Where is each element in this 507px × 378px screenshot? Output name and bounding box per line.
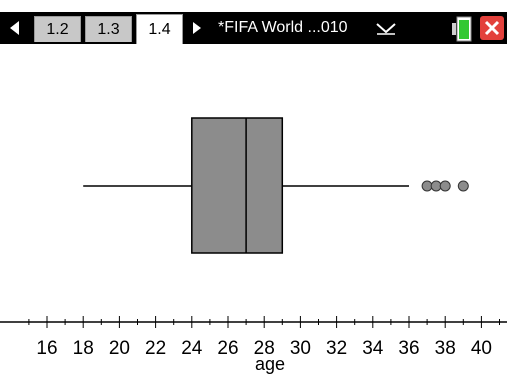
x-tick-label: 24	[181, 338, 203, 359]
x-tick-label: 40	[471, 338, 492, 359]
outlier-point	[421, 180, 433, 192]
left-arrow-icon[interactable]	[10, 21, 19, 35]
outlier-point	[457, 180, 469, 192]
close-button[interactable]	[480, 16, 504, 40]
outlier-point	[430, 180, 442, 192]
x-tick-label: 28	[254, 338, 275, 359]
x-tick-label: 18	[73, 338, 94, 359]
right-arrow-icon[interactable]	[193, 22, 201, 34]
x-tick-label: 36	[398, 338, 419, 359]
x-tick-label: 26	[217, 338, 238, 359]
interquartile-box	[191, 117, 284, 254]
box-plot-chart: 16 18 20 22 24 26 28 30 32 34 36 38 40 age	[0, 117, 507, 374]
x-tick-label: 38	[435, 338, 456, 359]
close-icon	[484, 20, 500, 36]
battery-icon	[452, 16, 472, 42]
x-tick-label: 22	[145, 338, 166, 359]
x-tick-label: 34	[362, 338, 384, 359]
x-tick-label: 30	[290, 338, 311, 359]
x-axis-label: age	[255, 354, 285, 374]
tab-1-2[interactable]: 1.2	[34, 16, 81, 42]
outlier-point	[439, 180, 451, 192]
x-tick-label: 20	[109, 338, 130, 359]
x-tick-label: 16	[36, 338, 57, 359]
tab-1-4[interactable]: 1.4	[136, 14, 183, 44]
document-title: *FIFA World ...010	[218, 19, 348, 36]
chevron-down-icon[interactable]	[376, 20, 396, 36]
tab-1-3[interactable]: 1.3	[85, 16, 132, 42]
x-tick-label: 32	[326, 338, 347, 359]
tab-strip	[0, 12, 507, 44]
